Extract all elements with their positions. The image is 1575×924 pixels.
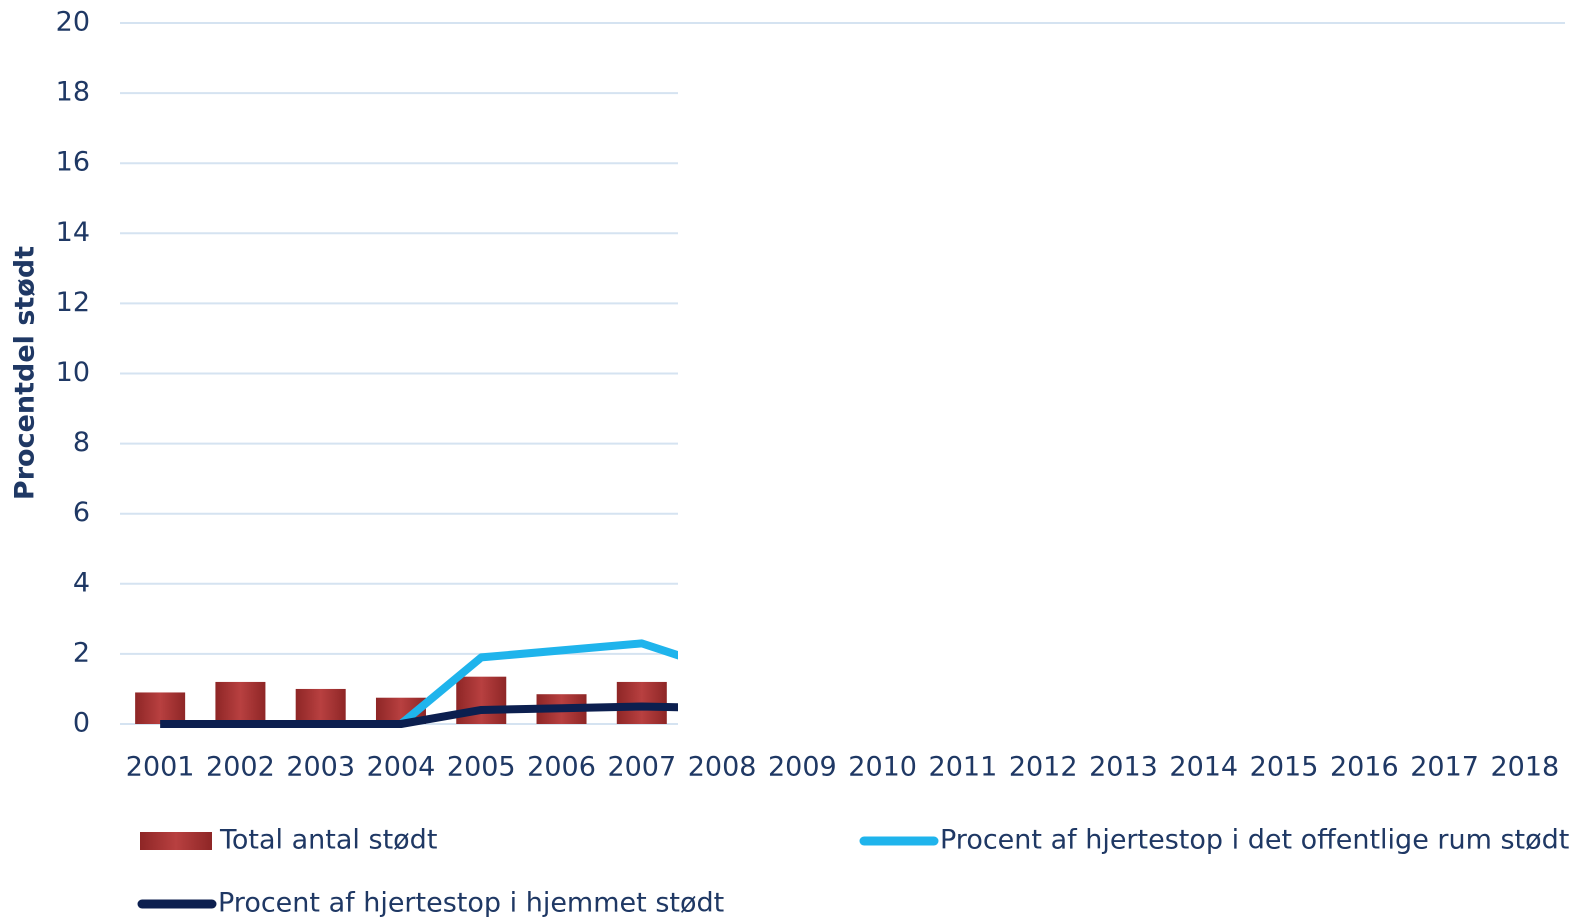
x-tick-label: 2018: [1491, 752, 1560, 783]
x-tick-label: 2001: [126, 752, 195, 783]
legend-swatch: [140, 832, 212, 850]
x-tick-label: 2009: [768, 752, 837, 783]
line: [398, 639, 678, 728]
bar: [215, 681, 266, 724]
x-tick-label: 2002: [206, 752, 275, 783]
x-tick-label: 2016: [1330, 752, 1399, 783]
y-tick-label: 8: [73, 427, 90, 458]
x-tick-label: 2006: [527, 752, 596, 783]
bar: [295, 688, 346, 724]
x-tick-label: 2015: [1250, 752, 1319, 783]
y-tick-label: 6: [73, 497, 90, 528]
legend-label: Procent af hjertestop i det offentlige r…: [940, 825, 1569, 856]
x-tick-label: 2013: [1089, 752, 1158, 783]
y-tick-label: 20: [56, 7, 90, 38]
y-tick-label: 4: [73, 567, 90, 598]
x-tick-label: 2007: [607, 752, 676, 783]
y-axis-title: Procentdel stødt: [10, 246, 41, 500]
x-tick-label: 2011: [929, 752, 998, 783]
y-tick-label: 16: [56, 147, 90, 178]
line: [160, 702, 678, 728]
x-tick-label: 2005: [447, 752, 516, 783]
x-tick-label: 2017: [1410, 752, 1479, 783]
y-tick-label: 18: [56, 77, 90, 108]
y-tick-label: 12: [56, 287, 90, 318]
y-tick-label: 2: [73, 637, 90, 668]
x-tick-label: 2008: [688, 752, 757, 783]
x-tick-label: 2014: [1169, 752, 1238, 783]
bar: [135, 692, 186, 724]
x-tick-label: 2003: [286, 752, 355, 783]
y-tick-label: 0: [73, 708, 90, 739]
x-tick-label: 2004: [367, 752, 436, 783]
legend-label: Procent af hjertestop i hjemmet stødt: [218, 888, 724, 919]
y-tick-label: 10: [56, 357, 90, 388]
x-tick-label: 2010: [848, 752, 917, 783]
y-tick-label: 14: [56, 217, 90, 248]
plot-area: [120, 92, 678, 728]
legend-label: Total antal stødt: [219, 825, 437, 856]
x-tick-label: 2012: [1009, 752, 1078, 783]
